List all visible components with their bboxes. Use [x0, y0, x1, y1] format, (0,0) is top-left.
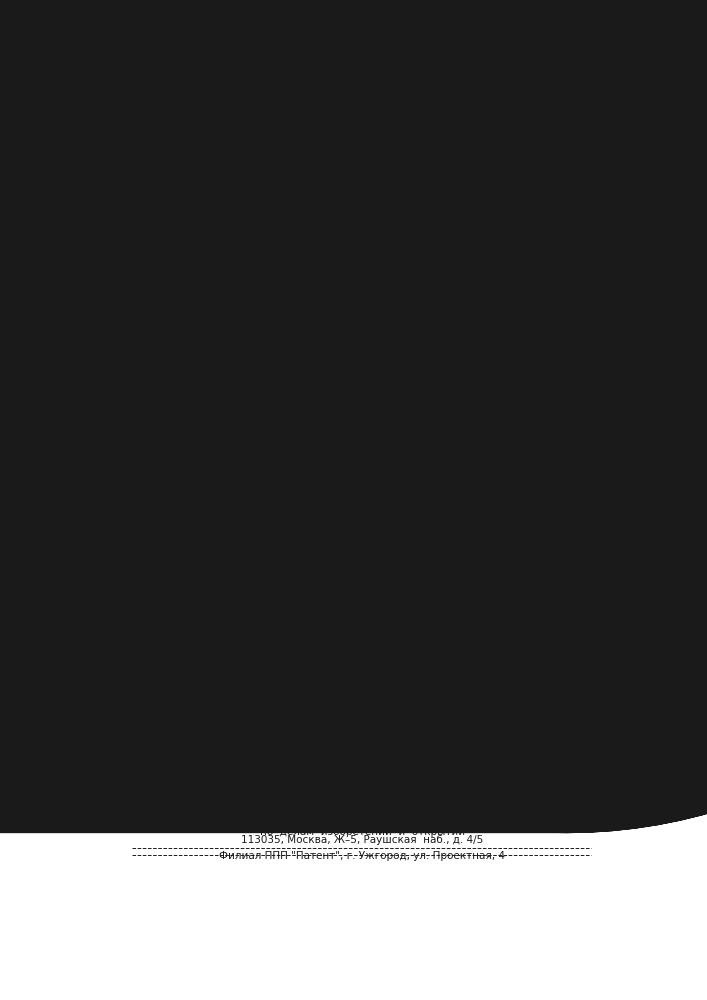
- Text: Корректор А.Дзятко: Корректор А.Дзятко: [471, 802, 583, 812]
- Text: 6: 6: [278, 277, 285, 287]
- Text: Заказ  12401/65: Заказ 12401/65: [156, 811, 243, 821]
- Text: 4: 4: [368, 303, 374, 313]
- Text: 14: 14: [536, 303, 550, 313]
- Circle shape: [304, 409, 308, 413]
- Polygon shape: [443, 286, 485, 324]
- Polygon shape: [522, 292, 564, 330]
- Circle shape: [202, 409, 206, 413]
- Text: 0: 0: [327, 308, 334, 318]
- Circle shape: [368, 300, 374, 306]
- Text: U₁: U₁: [530, 279, 543, 289]
- Text: ВНИИПИ Государственного  комитета СССР: ВНИИПИ Государственного комитета СССР: [242, 819, 483, 829]
- Text: по  делам  изобретений  и  открытий: по делам изобретений и открытий: [259, 827, 465, 837]
- Text: 113035, Москва, Ж–5, Раушская  наб., д. 4/5: 113035, Москва, Ж–5, Раушская наб., д. 4…: [241, 835, 484, 845]
- Text: 9: 9: [445, 310, 452, 320]
- Circle shape: [432, 409, 436, 413]
- Bar: [333, 261, 351, 269]
- Circle shape: [485, 302, 491, 308]
- Text: Подписное: Подписное: [482, 811, 542, 821]
- Polygon shape: [325, 284, 368, 323]
- Bar: [279, 291, 298, 299]
- Circle shape: [317, 409, 321, 413]
- Text: U₂: U₂: [530, 330, 543, 340]
- Circle shape: [340, 293, 344, 297]
- Text: 10: 10: [368, 315, 380, 325]
- Bar: [351, 316, 366, 323]
- Circle shape: [192, 389, 216, 412]
- Text: выход: выход: [583, 305, 619, 315]
- Bar: [351, 304, 366, 312]
- Circle shape: [202, 388, 206, 391]
- Text: 3: 3: [252, 417, 259, 427]
- Text: Техред М. Рейвес: Техред М. Рейвес: [319, 802, 414, 812]
- Text: 1: 1: [371, 390, 379, 403]
- Circle shape: [459, 294, 462, 298]
- Bar: [406, 292, 424, 301]
- Text: 2: 2: [208, 409, 215, 419]
- Text: 902139: 902139: [333, 146, 391, 160]
- Text: Редактор Л.Пчелинская: Редактор Л.Пчелинская: [156, 802, 287, 812]
- Text: 5: 5: [227, 276, 234, 286]
- Text: E: E: [201, 395, 209, 405]
- Bar: [246, 406, 266, 416]
- Circle shape: [517, 294, 522, 299]
- Text: 7: 7: [351, 224, 358, 234]
- Bar: [450, 261, 471, 269]
- Text: 1: 1: [209, 412, 217, 425]
- Bar: [246, 385, 266, 394]
- Circle shape: [356, 409, 360, 413]
- Circle shape: [385, 301, 390, 305]
- Text: Составитель  А.Бондаренко: Составитель А.Бондаренко: [319, 794, 472, 804]
- Text: 13: 13: [473, 254, 485, 264]
- Text: 12: 12: [230, 375, 243, 385]
- Text: 0: 0: [440, 399, 447, 409]
- Text: Филиал ППП "Патент", г. Ужгород, ул. Проектная, 4: Филиал ППП "Патент", г. Ужгород, ул. Про…: [219, 851, 506, 861]
- Circle shape: [517, 323, 522, 328]
- Text: Тираж  669: Тираж 669: [319, 811, 381, 821]
- Text: 0: 0: [436, 399, 442, 409]
- Text: 11: 11: [407, 278, 420, 288]
- Circle shape: [304, 388, 308, 391]
- Text: 8: 8: [353, 254, 359, 264]
